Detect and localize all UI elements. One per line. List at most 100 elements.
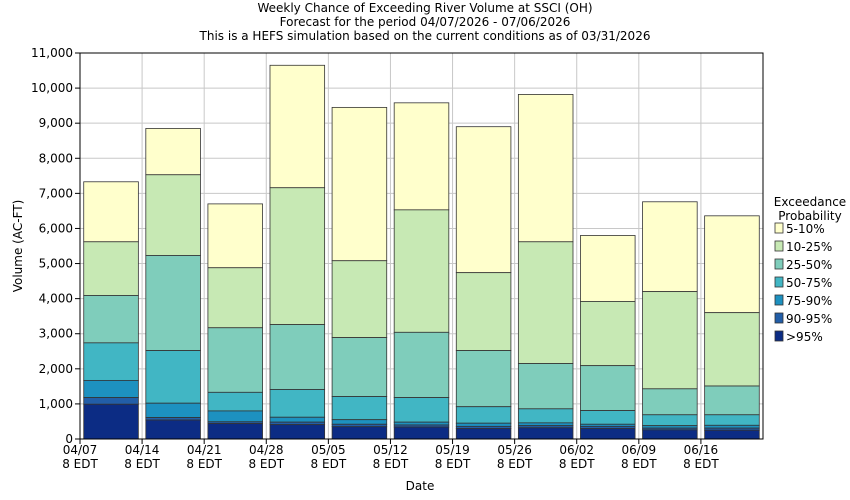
bar-segment — [393, 421, 450, 426]
bar-segment — [331, 419, 388, 425]
legend-title-exceedance: Exceedance — [774, 195, 846, 209]
bar-segment — [207, 410, 263, 423]
bar-segment — [207, 391, 263, 412]
bar-segment — [704, 215, 760, 314]
bar-segment — [207, 203, 263, 269]
x-tick-tz: 8 EDT — [248, 457, 284, 471]
x-tick-tz: 8 EDT — [435, 457, 471, 471]
bar-segment — [145, 419, 201, 440]
bar-segment — [83, 397, 139, 405]
y-tick-label: 4,000 — [39, 292, 73, 306]
bar-segment — [393, 397, 450, 423]
x-tick-tz: 8 EDT — [621, 457, 657, 471]
plot-border — [79, 52, 764, 440]
chart-subtitle-conditions: This is a HEFS simulation based on the c… — [199, 29, 651, 43]
bar-segment — [517, 94, 574, 243]
y-tick-label: 3,000 — [39, 327, 73, 341]
legend-label: 90-95% — [786, 312, 832, 326]
y-tick-label: 10,000 — [31, 81, 73, 95]
bar-stack — [145, 128, 201, 440]
legend-swatch — [774, 258, 784, 270]
bar-segment — [580, 428, 636, 440]
y-tick-label: 9,000 — [39, 116, 73, 130]
x-axis-label: Date — [406, 479, 435, 493]
x-tick-date: 05/05 — [311, 443, 346, 457]
bar-segment — [517, 422, 574, 427]
x-tick-date: 04/14 — [125, 443, 160, 457]
bar-segment — [455, 428, 512, 440]
legend-label: 10-25% — [786, 240, 832, 254]
x-tick-tz: 8 EDT — [62, 457, 98, 471]
bar-segment — [145, 350, 201, 404]
x-tick-tz: 8 EDT — [373, 457, 409, 471]
bar-segment — [83, 181, 139, 243]
bar-segment — [331, 260, 388, 338]
bar-segment — [331, 337, 388, 397]
y-tick-label: 0 — [65, 432, 73, 446]
y-tick-label: 7,000 — [39, 186, 73, 200]
bar-segment — [704, 414, 760, 426]
bar-segment — [517, 363, 574, 410]
x-tick-date: 06/02 — [559, 443, 594, 457]
legend-swatch — [774, 276, 784, 288]
bar-segment — [642, 414, 698, 427]
bar-segment — [455, 126, 512, 274]
bar-stack — [517, 94, 574, 440]
bar-segment — [269, 424, 326, 440]
bar-stack — [393, 102, 450, 440]
bar-segment — [455, 422, 512, 427]
bar-segment — [269, 416, 326, 423]
bar-segment — [455, 350, 512, 408]
x-tick-date: 04/07 — [63, 443, 98, 457]
bar-stack — [331, 106, 388, 440]
bar-stack — [269, 64, 326, 440]
x-tick-date: 06/16 — [684, 443, 719, 457]
bar-segment — [145, 128, 201, 176]
bar-segment — [704, 312, 760, 387]
chart-subtitle-period: Forecast for the period 04/07/2026 - 07/… — [280, 15, 571, 29]
bar-segment — [580, 235, 636, 302]
chart-title: Weekly Chance of Exceeding River Volume … — [257, 1, 592, 15]
x-tick-tz: 8 EDT — [186, 457, 222, 471]
bar-segment — [83, 241, 139, 296]
bar-segment — [331, 396, 388, 421]
bar-segment — [83, 379, 139, 398]
legend-swatch — [774, 330, 784, 342]
y-tick-label: 1,000 — [39, 397, 73, 411]
bar-segment — [642, 388, 698, 416]
bar-segment — [83, 403, 139, 440]
y-axis-label: Volume (AC-FT) — [11, 200, 25, 293]
bar-segment — [393, 426, 450, 440]
legend-label: >95% — [786, 330, 823, 344]
legend-label: 5-10% — [786, 222, 825, 236]
bar-segment — [704, 424, 760, 429]
x-tick-tz: 8 EDT — [124, 457, 160, 471]
legend-swatch — [774, 240, 784, 252]
bar-segment — [393, 209, 450, 333]
bar-segment — [145, 174, 201, 256]
x-tick-date: 05/26 — [497, 443, 532, 457]
y-tick-label: 11,000 — [31, 46, 73, 60]
y-tick-label: 2,000 — [39, 362, 73, 376]
bar-segment — [580, 410, 636, 425]
bar-segment — [455, 406, 512, 424]
bar-segment — [642, 201, 698, 293]
legend-swatch — [774, 294, 784, 306]
bar-segment — [83, 342, 139, 381]
bar-stack — [580, 235, 636, 440]
bar-stack — [704, 215, 760, 440]
bar-stack — [455, 126, 512, 440]
bar-segment — [517, 427, 574, 440]
bar-stack — [83, 181, 139, 440]
x-tick-date: 05/19 — [435, 443, 470, 457]
bar-segment — [704, 429, 760, 440]
bar-segment — [642, 429, 698, 440]
bar-segment — [393, 331, 450, 398]
bar-segment — [207, 327, 263, 393]
bar-segment — [207, 423, 263, 440]
bar-segment — [455, 272, 512, 351]
x-tick-date: 04/21 — [187, 443, 222, 457]
legend-swatch — [774, 312, 784, 324]
